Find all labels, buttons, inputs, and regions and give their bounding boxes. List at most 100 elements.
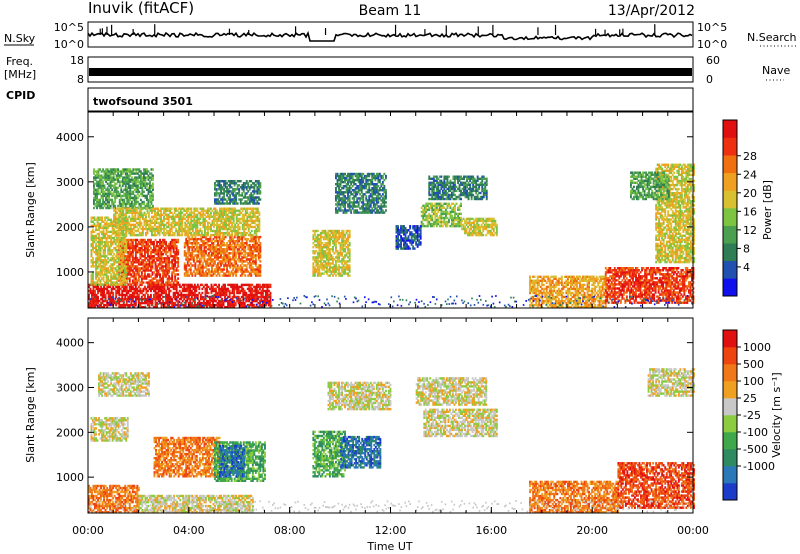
heatmap-cell	[143, 290, 145, 292]
heatmap-cell	[150, 294, 152, 296]
heatmap-cell	[247, 190, 249, 192]
heatmap-cell	[177, 269, 179, 271]
heatmap-cell	[204, 254, 206, 256]
heatmap-cell	[168, 269, 170, 271]
heatmap-cell	[202, 262, 204, 264]
nsearch-label: N.Search	[747, 31, 797, 44]
heatmap-cell	[258, 212, 260, 214]
heatmap-cell	[259, 248, 261, 250]
heatmap-cell	[126, 286, 128, 288]
heatmap-cell	[122, 172, 124, 174]
heatmap-cell	[181, 232, 183, 234]
heatmap-cell	[155, 239, 157, 241]
heatmap-cell	[259, 260, 261, 262]
heatmap-cell	[177, 241, 179, 243]
heatmap-cell	[97, 296, 99, 298]
heatmap-cell	[127, 218, 129, 220]
heatmap-cell	[138, 277, 140, 279]
heatmap-cell	[246, 180, 248, 182]
heatmap-cell	[255, 262, 257, 264]
heatmap-cell	[101, 217, 103, 219]
heatmap-cell	[125, 269, 127, 271]
heatmap-cell	[140, 199, 142, 201]
heatmap-cell	[247, 238, 249, 240]
heatmap-cell	[174, 232, 176, 234]
power-heatmap	[88, 164, 695, 309]
heatmap-cell	[152, 193, 154, 195]
nsky-line	[88, 33, 692, 41]
heatmap-cell	[152, 183, 154, 185]
heatmap-cell	[177, 239, 179, 241]
heatmap-cell	[107, 227, 109, 229]
heatmap-cell	[255, 232, 257, 234]
heatmap-cell	[152, 168, 154, 170]
heatmap-cell	[145, 179, 147, 181]
heatmap-cell	[195, 290, 197, 292]
nsky-trace	[88, 24, 692, 41]
heatmap-cell	[140, 222, 142, 224]
heatmap-cell	[143, 191, 145, 193]
heatmap-cell	[196, 208, 198, 210]
heatmap-cell	[199, 218, 201, 220]
heatmap-cell	[231, 232, 233, 234]
heatmap-cell	[132, 298, 134, 300]
heatmap-cell	[270, 298, 272, 300]
heatmap-cell	[177, 277, 179, 279]
heatmap-cell	[259, 236, 261, 238]
heatmap-cell	[124, 257, 126, 259]
nsearch-tick-bottom: 10^0	[697, 38, 727, 51]
heatmap-cell	[100, 249, 102, 251]
heatmap-cell	[177, 257, 179, 259]
heatmap-cell	[170, 249, 172, 251]
heatmap-cell	[162, 277, 164, 279]
heatmap-cell	[224, 284, 226, 286]
heatmap-cell	[125, 261, 127, 263]
heatmap-cell	[150, 247, 152, 249]
heatmap-cell	[136, 208, 138, 210]
nsearch-tick-top: 10^5	[697, 21, 727, 34]
heatmap-cell	[111, 199, 113, 201]
heatmap-cell	[117, 191, 119, 193]
heatmap-cell	[132, 241, 134, 243]
heatmap-cell	[250, 180, 252, 182]
heatmap-cell	[190, 208, 192, 210]
heatmap-cell	[148, 170, 150, 172]
heatmap-cell	[142, 232, 144, 234]
heatmap-cell	[208, 292, 210, 294]
freq-tick-top: 18	[70, 54, 84, 67]
heatmap-cell	[171, 277, 173, 279]
heatmap-cell	[112, 249, 114, 251]
heatmap-cell	[259, 264, 261, 266]
heatmap-cell	[147, 290, 149, 292]
heatmap-cell	[141, 187, 143, 189]
heatmap-cell	[159, 239, 161, 241]
heatmap-cell	[139, 288, 141, 290]
heatmap-cell	[210, 212, 212, 214]
heatmap-cell	[312, 262, 314, 264]
heatmap-cell	[117, 187, 119, 189]
heatmap-cell	[147, 208, 149, 210]
heatmap-cell	[188, 248, 190, 250]
heatmap-cell	[270, 284, 272, 286]
heatmap-cell	[177, 273, 179, 275]
heatmap-cell	[151, 201, 153, 203]
heatmap-cell	[216, 210, 218, 212]
heatmap-cell	[125, 265, 127, 267]
heatmap-cell	[171, 208, 173, 210]
heatmap-cell	[317, 230, 319, 232]
heatmap-cell	[259, 190, 261, 192]
heatmap-cell	[233, 290, 235, 292]
heatmap-cell	[227, 288, 229, 290]
heatmap-cell	[242, 288, 244, 290]
nsky-tick-bottom: 10^0	[54, 38, 84, 51]
heatmap-cell	[103, 290, 105, 292]
freq-label-2: [MHz]	[4, 68, 36, 81]
heatmap-cell	[234, 180, 236, 182]
heatmap-cell	[113, 253, 115, 255]
heatmap-cell	[196, 226, 198, 228]
heatmap-cell	[258, 218, 260, 220]
heatmap-cell	[213, 226, 215, 228]
heatmap-cell	[235, 254, 237, 256]
heatmap-cell	[125, 249, 127, 251]
